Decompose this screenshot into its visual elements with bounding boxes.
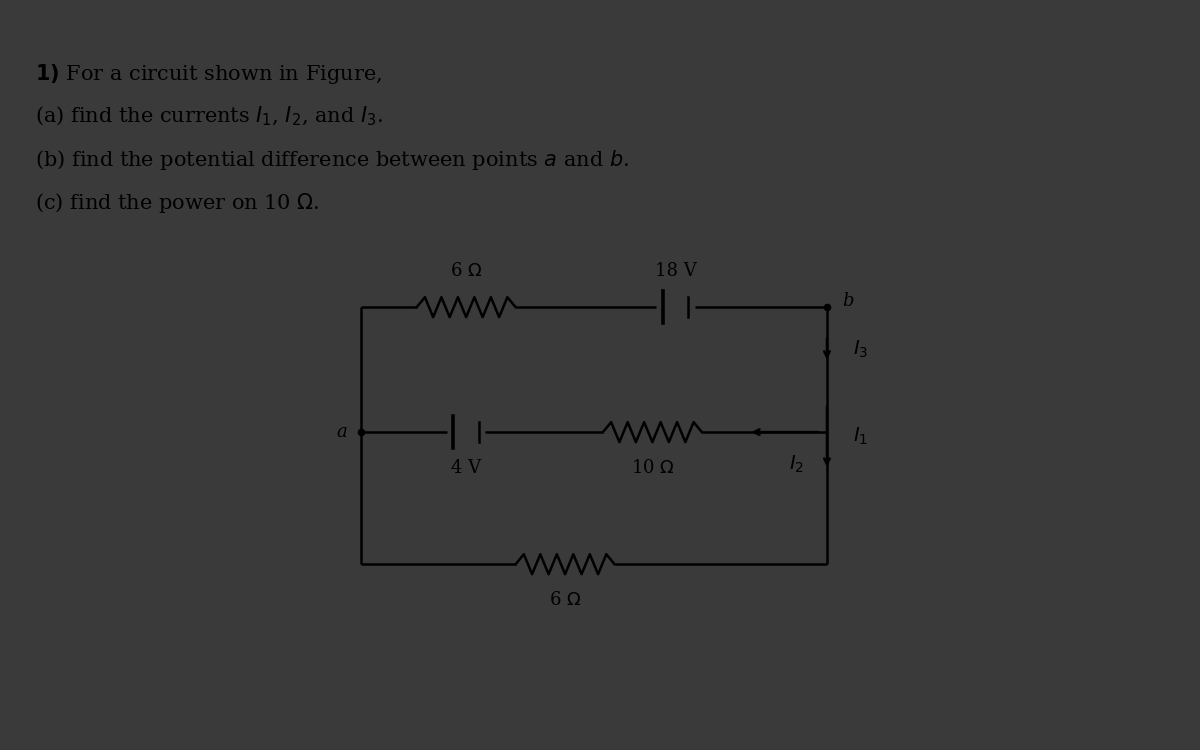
Text: (b) find the potential difference between points $a$ and $b$.: (b) find the potential difference betwee… (36, 148, 630, 172)
Text: (c) find the power on 10 $\Omega$.: (c) find the power on 10 $\Omega$. (36, 190, 320, 214)
Text: 18 V: 18 V (655, 262, 696, 280)
Text: (a) find the currents $I_1$, $I_2$, and $I_3$.: (a) find the currents $I_1$, $I_2$, and … (36, 105, 384, 128)
Text: a: a (337, 423, 348, 441)
Text: 10 $\Omega$: 10 $\Omega$ (630, 459, 674, 477)
Text: 6 $\Omega$: 6 $\Omega$ (548, 591, 581, 609)
Text: b: b (842, 292, 853, 310)
Text: $I_2$: $I_2$ (788, 454, 804, 475)
Text: 4 V: 4 V (451, 459, 481, 477)
Text: $I_1$: $I_1$ (852, 426, 868, 447)
Text: $I_3$: $I_3$ (852, 338, 868, 360)
Text: 6 $\Omega$: 6 $\Omega$ (450, 262, 482, 280)
Text: $\mathbf{1)}$ For a circuit shown in Figure,: $\mathbf{1)}$ For a circuit shown in Fig… (36, 62, 383, 86)
